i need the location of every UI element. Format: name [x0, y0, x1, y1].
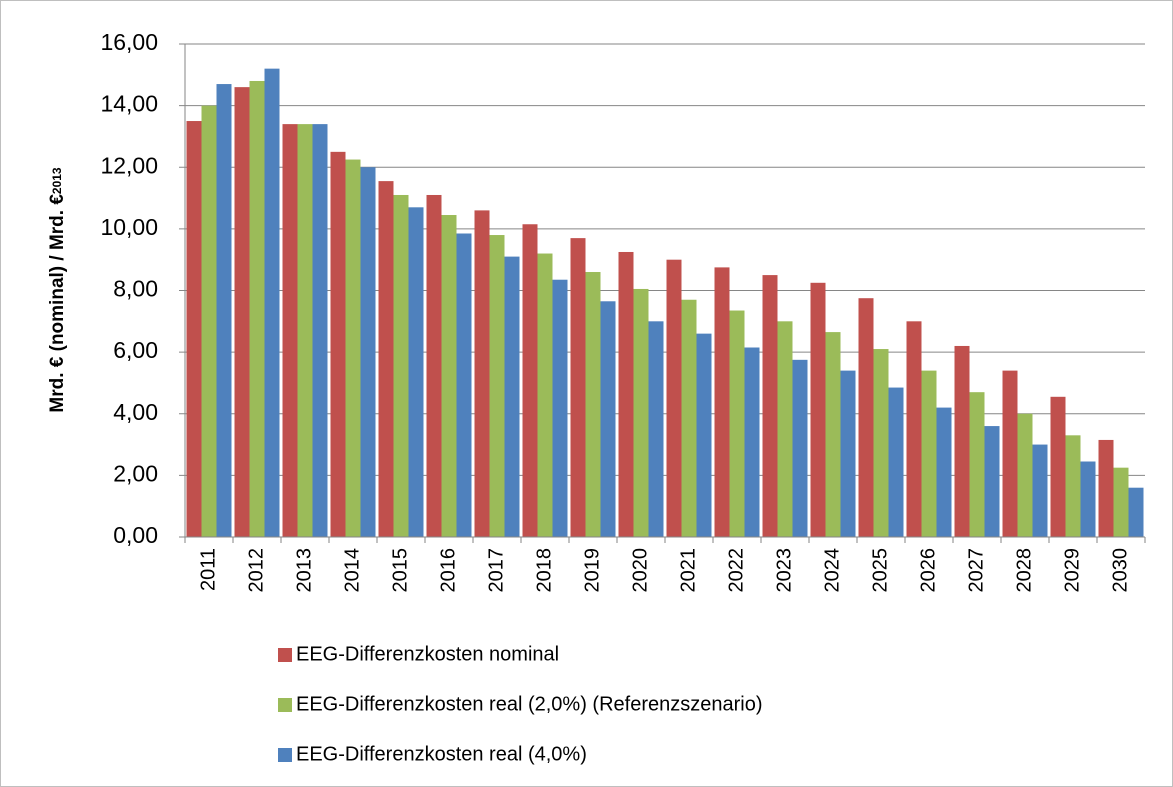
y-axis-label: Mrd. € (nominal) / Mrd. €2013	[47, 167, 68, 413]
x-tick-label: 2021	[677, 548, 699, 593]
bar	[330, 151, 346, 537]
x-tick-label: 2025	[869, 548, 891, 593]
bar	[777, 321, 793, 537]
bar	[1017, 413, 1033, 537]
x-tick-label: 2011	[197, 548, 219, 591]
bar	[441, 215, 457, 537]
legend-label: EEG-Differenzkosten real (2,0%) (Referen…	[296, 693, 762, 715]
bar	[378, 181, 394, 537]
bar	[762, 275, 778, 537]
bar	[570, 238, 586, 537]
x-tick-label: 2018	[533, 548, 555, 593]
x-tick-label: 2027	[965, 548, 987, 593]
bar	[522, 224, 538, 538]
x-tick-label: 2017	[485, 548, 507, 593]
bar	[426, 194, 442, 537]
bar	[666, 259, 682, 537]
bar	[714, 267, 730, 537]
bar	[1065, 435, 1081, 537]
bar	[408, 207, 424, 537]
x-tick-label: 2013	[293, 548, 315, 593]
bar	[984, 426, 1000, 537]
bar	[954, 345, 970, 537]
legend-label: EEG-Differenzkosten nominal	[296, 643, 559, 665]
x-tick-label: 2016	[437, 548, 459, 593]
y-tick-label: 0,00	[113, 522, 158, 548]
y-tick-label: 14,00	[100, 91, 158, 117]
bar	[360, 167, 376, 537]
bar	[345, 159, 361, 537]
bar	[921, 370, 937, 537]
bar	[1032, 444, 1048, 537]
y-tick-label: 4,00	[113, 399, 158, 425]
legend-swatch	[278, 698, 292, 712]
bar	[825, 332, 841, 537]
x-tick-label: 2019	[581, 548, 603, 593]
legend-swatch	[278, 748, 292, 762]
bar	[840, 370, 856, 537]
x-tick-label: 2026	[917, 548, 939, 593]
bar	[537, 253, 553, 537]
bar	[456, 233, 472, 537]
bar	[249, 80, 265, 537]
bar	[648, 321, 664, 537]
y-tick-label: 8,00	[113, 276, 158, 302]
bar	[201, 105, 217, 537]
bar	[1128, 487, 1144, 537]
y-tick-label: 16,00	[100, 29, 158, 55]
bar	[696, 333, 712, 537]
bar	[888, 387, 904, 537]
bar	[474, 210, 490, 537]
y-tick-label: 2,00	[113, 460, 158, 486]
bar	[1050, 396, 1066, 537]
x-tick-label: 2022	[725, 548, 747, 593]
bar	[282, 124, 298, 538]
x-tick-label: 2030	[1109, 548, 1131, 593]
x-tick-label: 2029	[1061, 548, 1083, 593]
bar	[810, 282, 826, 537]
bar	[297, 124, 313, 538]
legend-label: EEG-Differenzkosten real (4,0%)	[296, 743, 587, 765]
x-tick-label: 2012	[245, 548, 267, 593]
bar	[600, 301, 616, 537]
bar	[264, 68, 280, 538]
bar	[489, 235, 505, 537]
bar	[1113, 467, 1129, 537]
bar	[1098, 439, 1114, 537]
y-tick-label: 12,00	[100, 152, 158, 178]
x-tick-label: 2014	[341, 548, 363, 593]
legend-swatch	[278, 648, 292, 662]
x-tick-label: 2028	[1013, 548, 1035, 593]
bar	[312, 124, 328, 538]
bar	[618, 251, 634, 537]
bar	[633, 288, 649, 537]
bar	[792, 359, 808, 537]
y-tick-label: 10,00	[100, 214, 158, 240]
x-tick-label: 2015	[389, 548, 411, 593]
bar	[681, 299, 697, 537]
bar	[744, 347, 760, 537]
bar	[393, 194, 409, 537]
bar	[873, 349, 889, 537]
y-axis-label-main: Mrd. € (nominal) / Mrd. €	[47, 194, 68, 413]
bar	[186, 121, 202, 537]
x-tick-label: 2023	[773, 548, 795, 593]
bar	[858, 298, 874, 537]
x-tick-label: 2024	[821, 548, 843, 593]
y-axis-label-sub: 2013	[50, 167, 64, 194]
x-tick-label: 2020	[629, 548, 651, 593]
bar	[1080, 461, 1096, 537]
bar	[552, 279, 568, 537]
bar	[234, 87, 250, 537]
bar	[216, 84, 232, 538]
bar	[906, 321, 922, 537]
bar	[729, 310, 745, 537]
bar	[969, 392, 985, 537]
bar	[936, 407, 952, 537]
bar	[504, 256, 520, 537]
bar	[1002, 370, 1018, 537]
bar	[585, 272, 601, 537]
y-tick-label: 6,00	[113, 337, 158, 363]
